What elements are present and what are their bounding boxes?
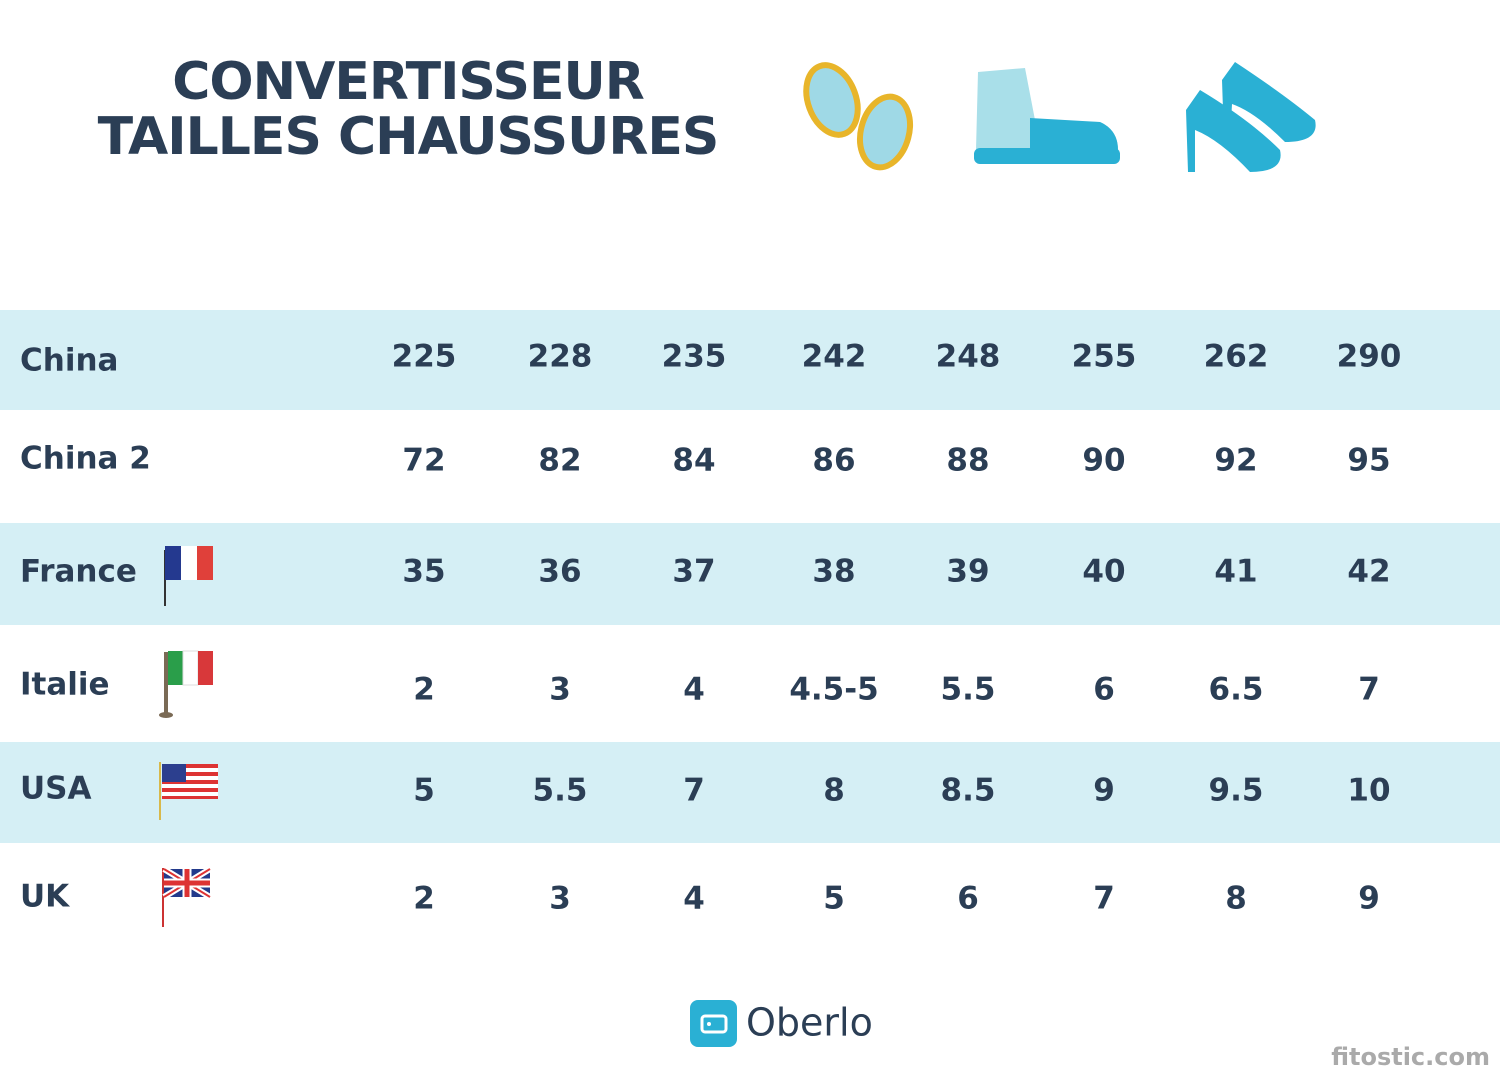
size-cell: 38	[812, 554, 855, 590]
size-cell: 36	[538, 554, 581, 590]
size-cell: 242	[802, 339, 867, 375]
size-cell: 9.5	[1209, 773, 1264, 809]
title-line: TAILLES CHAUSSURES	[98, 107, 719, 167]
size-cell: 92	[1214, 443, 1257, 479]
size-cell: 6	[1093, 672, 1115, 708]
size-cell: 255	[1072, 339, 1137, 375]
size-cell: 40	[1082, 554, 1125, 590]
size-cell: 88	[946, 443, 989, 479]
size-cell: 37	[672, 554, 715, 590]
size-cell: 225	[392, 339, 457, 375]
size-cell: 235	[662, 339, 727, 375]
flag-usa	[159, 762, 218, 820]
row-label: Italie	[20, 667, 110, 703]
title-line: CONVERTISSEUR	[172, 52, 644, 112]
size-cell: 5.5	[533, 773, 588, 809]
size-cell: 7	[1358, 672, 1380, 708]
flag-uk	[162, 866, 212, 927]
size-cell: 290	[1337, 339, 1402, 375]
size-cell: 95	[1347, 443, 1390, 479]
size-cell: 3	[549, 881, 571, 917]
size-cell: 7	[1093, 881, 1115, 917]
size-cell: 8.5	[941, 773, 996, 809]
row-label: USA	[20, 771, 92, 807]
size-cell: 84	[672, 443, 715, 479]
row-label: UK	[20, 879, 70, 915]
size-cell: 8	[823, 773, 845, 809]
size-cell: 5	[413, 773, 435, 809]
size-cell: 9	[1093, 773, 1115, 809]
size-cell: 72	[402, 443, 445, 479]
flag-italy	[159, 650, 213, 718]
size-cell: 248	[936, 339, 1001, 375]
boot-icon	[974, 68, 1120, 164]
logo	[690, 1000, 737, 1047]
heels-icon	[1186, 62, 1316, 172]
size-cell: 86	[812, 443, 855, 479]
row-label: China	[20, 343, 118, 379]
size-cell: 6.5	[1209, 672, 1264, 708]
size-cell: 5	[823, 881, 845, 917]
size-cell: 10	[1347, 773, 1390, 809]
row-band	[0, 310, 1500, 410]
size-cell: 4.5-5	[789, 672, 878, 708]
row-band	[0, 742, 1500, 843]
size-cell: 2	[413, 672, 435, 708]
row-label: China 2	[20, 441, 151, 477]
size-cell: 4	[683, 672, 705, 708]
size-cell: 39	[946, 554, 989, 590]
size-cell: 262	[1204, 339, 1269, 375]
size-cell: 35	[402, 554, 445, 590]
logo-text: Oberlo	[746, 1001, 873, 1045]
watermark: fitostic.com	[1331, 1043, 1490, 1071]
size-cell: 42	[1347, 554, 1390, 590]
size-cell: 5.5	[941, 672, 996, 708]
row-band	[0, 523, 1500, 625]
size-cell: 41	[1214, 554, 1257, 590]
size-cell: 3	[549, 672, 571, 708]
flag-france	[164, 546, 213, 606]
flip-flops-icon	[803, 62, 913, 171]
size-cell: 4	[683, 881, 705, 917]
size-cell: 8	[1225, 881, 1247, 917]
size-cell: 90	[1082, 443, 1125, 479]
size-cell: 6	[957, 881, 979, 917]
size-cell: 9	[1358, 881, 1380, 917]
size-cell: 228	[528, 339, 593, 375]
size-cell: 82	[538, 443, 581, 479]
row-label: France	[20, 554, 137, 590]
size-cell: 2	[413, 881, 435, 917]
size-cell: 7	[683, 773, 705, 809]
row-bands	[0, 310, 1500, 843]
